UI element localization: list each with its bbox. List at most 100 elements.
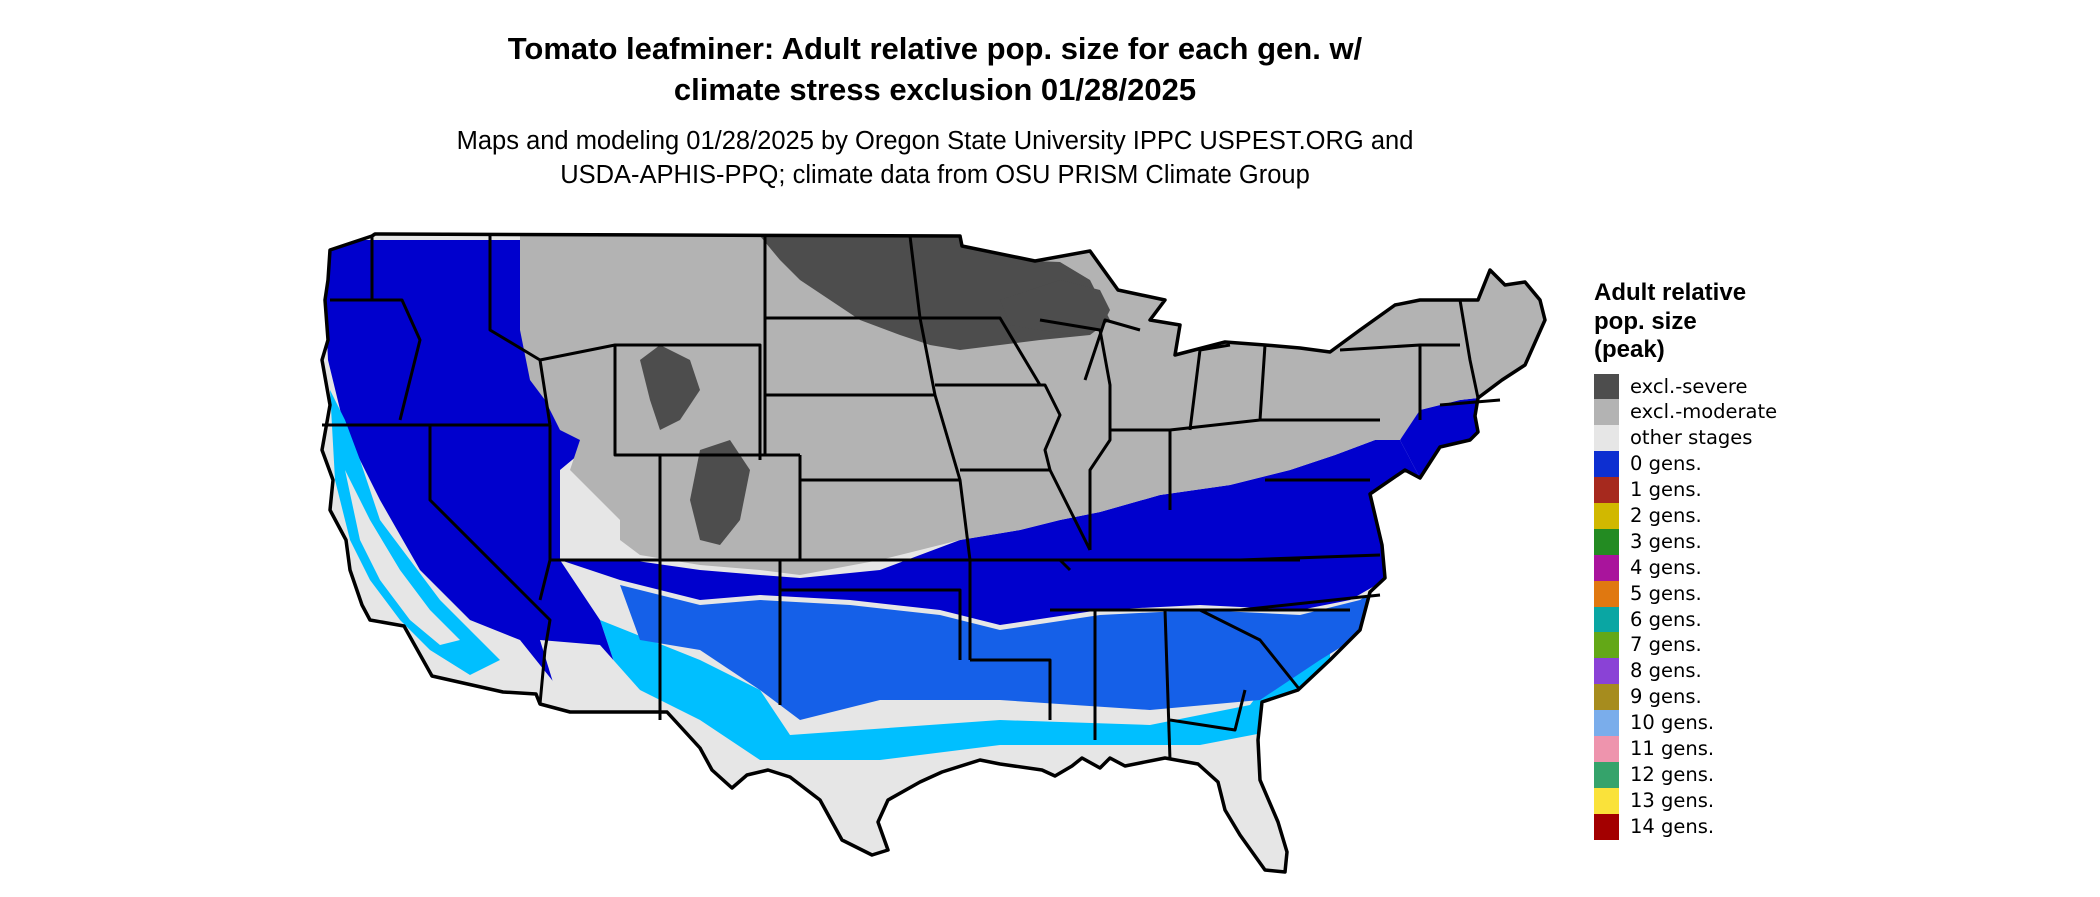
- legend-swatch: [1594, 477, 1619, 503]
- legend-item: 1 gens.: [1594, 477, 1777, 503]
- region-other-california: [345, 470, 460, 645]
- legend-swatch: [1594, 761, 1619, 788]
- legend-swatch: [1594, 502, 1619, 529]
- boundary-ca-nv-az: [428, 425, 552, 705]
- legend-swatch: [1594, 528, 1619, 555]
- legend-title-line-1: Adult relative: [1594, 279, 1747, 306]
- legend-item: 10 gens.: [1594, 710, 1777, 736]
- boundary-mn-wi-ia: [920, 316, 1042, 386]
- legend-item: 7 gens.: [1594, 632, 1777, 659]
- legend-item: 3 gens.: [1594, 528, 1777, 555]
- legend-swatch: [1594, 580, 1619, 607]
- legend-swatch: [1594, 787, 1619, 814]
- legend-title: Adult relative pop. size (peak): [1594, 279, 1777, 365]
- legend-item: 6 gens.: [1594, 606, 1777, 633]
- region-mid-blue: [620, 580, 1390, 720]
- boundary-ga-fl: [1169, 689, 1247, 732]
- boundary-mo-il-ky: [960, 468, 1092, 551]
- legend-item: excl.-moderate: [1594, 399, 1778, 426]
- legend-title-line-2: pop. size: [1594, 307, 1697, 335]
- map-title-line-2: climate stress exclusion 01/28/2025: [673, 72, 1197, 107]
- legend-swatch: [1594, 684, 1619, 711]
- legend-swatch: [1594, 451, 1619, 478]
- legend-swatch: [1594, 425, 1619, 452]
- region-excl-moderate: [520, 236, 1545, 575]
- legend-label: other stages: [1630, 426, 1753, 450]
- legend-label: 13 gens.: [1630, 788, 1715, 812]
- legend-swatch: [1594, 554, 1619, 581]
- region-light-blue: [600, 620, 1330, 760]
- legend-item: 14 gens.: [1594, 813, 1777, 840]
- region-excl-severe-wyoming: [640, 345, 700, 430]
- boundary-ma-ct: [1439, 398, 1501, 407]
- boundary-va-nc: [1239, 553, 1381, 562]
- legend: Adult relative pop. size (peak) excl.-se…: [1594, 279, 1777, 840]
- legend-label: excl.-moderate: [1630, 400, 1778, 424]
- legend-label: 10 gens.: [1630, 711, 1715, 735]
- legend-swatch: [1594, 735, 1619, 762]
- boundary-id-mt: [488, 236, 552, 426]
- map-subtitle-line-2: USDA-APHIS-PPQ; climate data from OSU PR…: [560, 161, 1310, 189]
- boundary-wi-il-in: [1039, 318, 1112, 550]
- legend-item: other stages: [1594, 425, 1777, 452]
- boundary-nc-sc: [1239, 593, 1381, 612]
- legend-item: 5 gens.: [1594, 580, 1777, 607]
- boundary-al-ga: [1163, 609, 1172, 761]
- legend-item: 13 gens.: [1594, 787, 1777, 814]
- legend-swatch: [1594, 813, 1619, 840]
- map-subtitle: Maps and modeling 01/28/2025 by Oregon S…: [0, 124, 1870, 192]
- legend-label: 2 gens.: [1630, 503, 1702, 527]
- legend-label: 7 gens.: [1630, 633, 1702, 657]
- map-subtitle-line-1: Maps and modeling 01/28/2025 by Oregon S…: [456, 127, 1414, 155]
- legend-label: 3 gens.: [1630, 529, 1702, 553]
- legend-item: 0 gens.: [1594, 451, 1777, 478]
- region-excl-severe-colorado: [690, 440, 750, 545]
- legend-item: excl.-severe: [1594, 373, 1777, 400]
- region-deep-blue-nevada-utah: [430, 430, 560, 600]
- legend-list: excl.-severe excl.-moderate other stages 0 …: [1594, 373, 1778, 840]
- region-other-southwest: [540, 640, 650, 710]
- legend-label: 6 gens.: [1630, 607, 1702, 631]
- legend-swatch: [1594, 658, 1619, 685]
- boundary-ia-mo-il: [935, 383, 1062, 471]
- legend-title-line-3: (peak): [1594, 336, 1665, 363]
- boundary-ar-la: [970, 658, 1052, 720]
- legend-label: excl.-severe: [1630, 374, 1748, 398]
- region-excl-severe-wisconsin: [1000, 280, 1110, 335]
- boundary-nh-me: [1458, 299, 1480, 399]
- boundary-lake-michigan: [1083, 318, 1141, 381]
- state-boundaries: [322, 235, 1501, 761]
- boundary-ut-co-nm: [658, 455, 805, 562]
- region-deep-blue-south: [560, 440, 1420, 625]
- legend-swatch: [1594, 710, 1619, 736]
- legend-item: 2 gens.: [1594, 502, 1777, 529]
- legend-label: 4 gens.: [1630, 555, 1702, 579]
- legend-swatch: [1594, 373, 1619, 400]
- boundary-co-ks-nm-tx: [778, 455, 802, 705]
- legend-label: 12 gens.: [1630, 762, 1715, 786]
- legend-swatch: [1594, 606, 1619, 633]
- map-title: Tomato leafminer: Adult relative pop. si…: [0, 28, 1870, 110]
- boundary-nd-mn-ia-mo-ar: [908, 235, 972, 660]
- legend-item: 11 gens.: [1594, 735, 1777, 762]
- legend-label: 11 gens.: [1630, 736, 1715, 760]
- legend-swatch: [1594, 632, 1619, 659]
- legend-label: 9 gens.: [1630, 685, 1702, 709]
- legend-item: 12 gens.: [1594, 761, 1777, 788]
- legend-item: 8 gens.: [1594, 658, 1777, 685]
- legend-label: 5 gens.: [1630, 581, 1702, 605]
- legend-label: 1 gens.: [1630, 478, 1702, 502]
- legend-label: 14 gens.: [1630, 814, 1715, 838]
- boundary-ga-sc: [1199, 608, 1302, 691]
- boundary-or-id: [372, 298, 422, 421]
- legend-item: 4 gens.: [1594, 554, 1777, 581]
- legend-label: 0 gens.: [1630, 452, 1702, 476]
- map-title-line-1: Tomato leafminer: Adult relative pop. si…: [507, 31, 1363, 66]
- legend-item: 9 gens.: [1594, 684, 1777, 711]
- legend-swatch: [1594, 399, 1619, 426]
- boundary-ok-tx: [780, 588, 962, 660]
- legend-label: 8 gens.: [1630, 659, 1702, 683]
- boundary-mt-wy: [615, 343, 762, 460]
